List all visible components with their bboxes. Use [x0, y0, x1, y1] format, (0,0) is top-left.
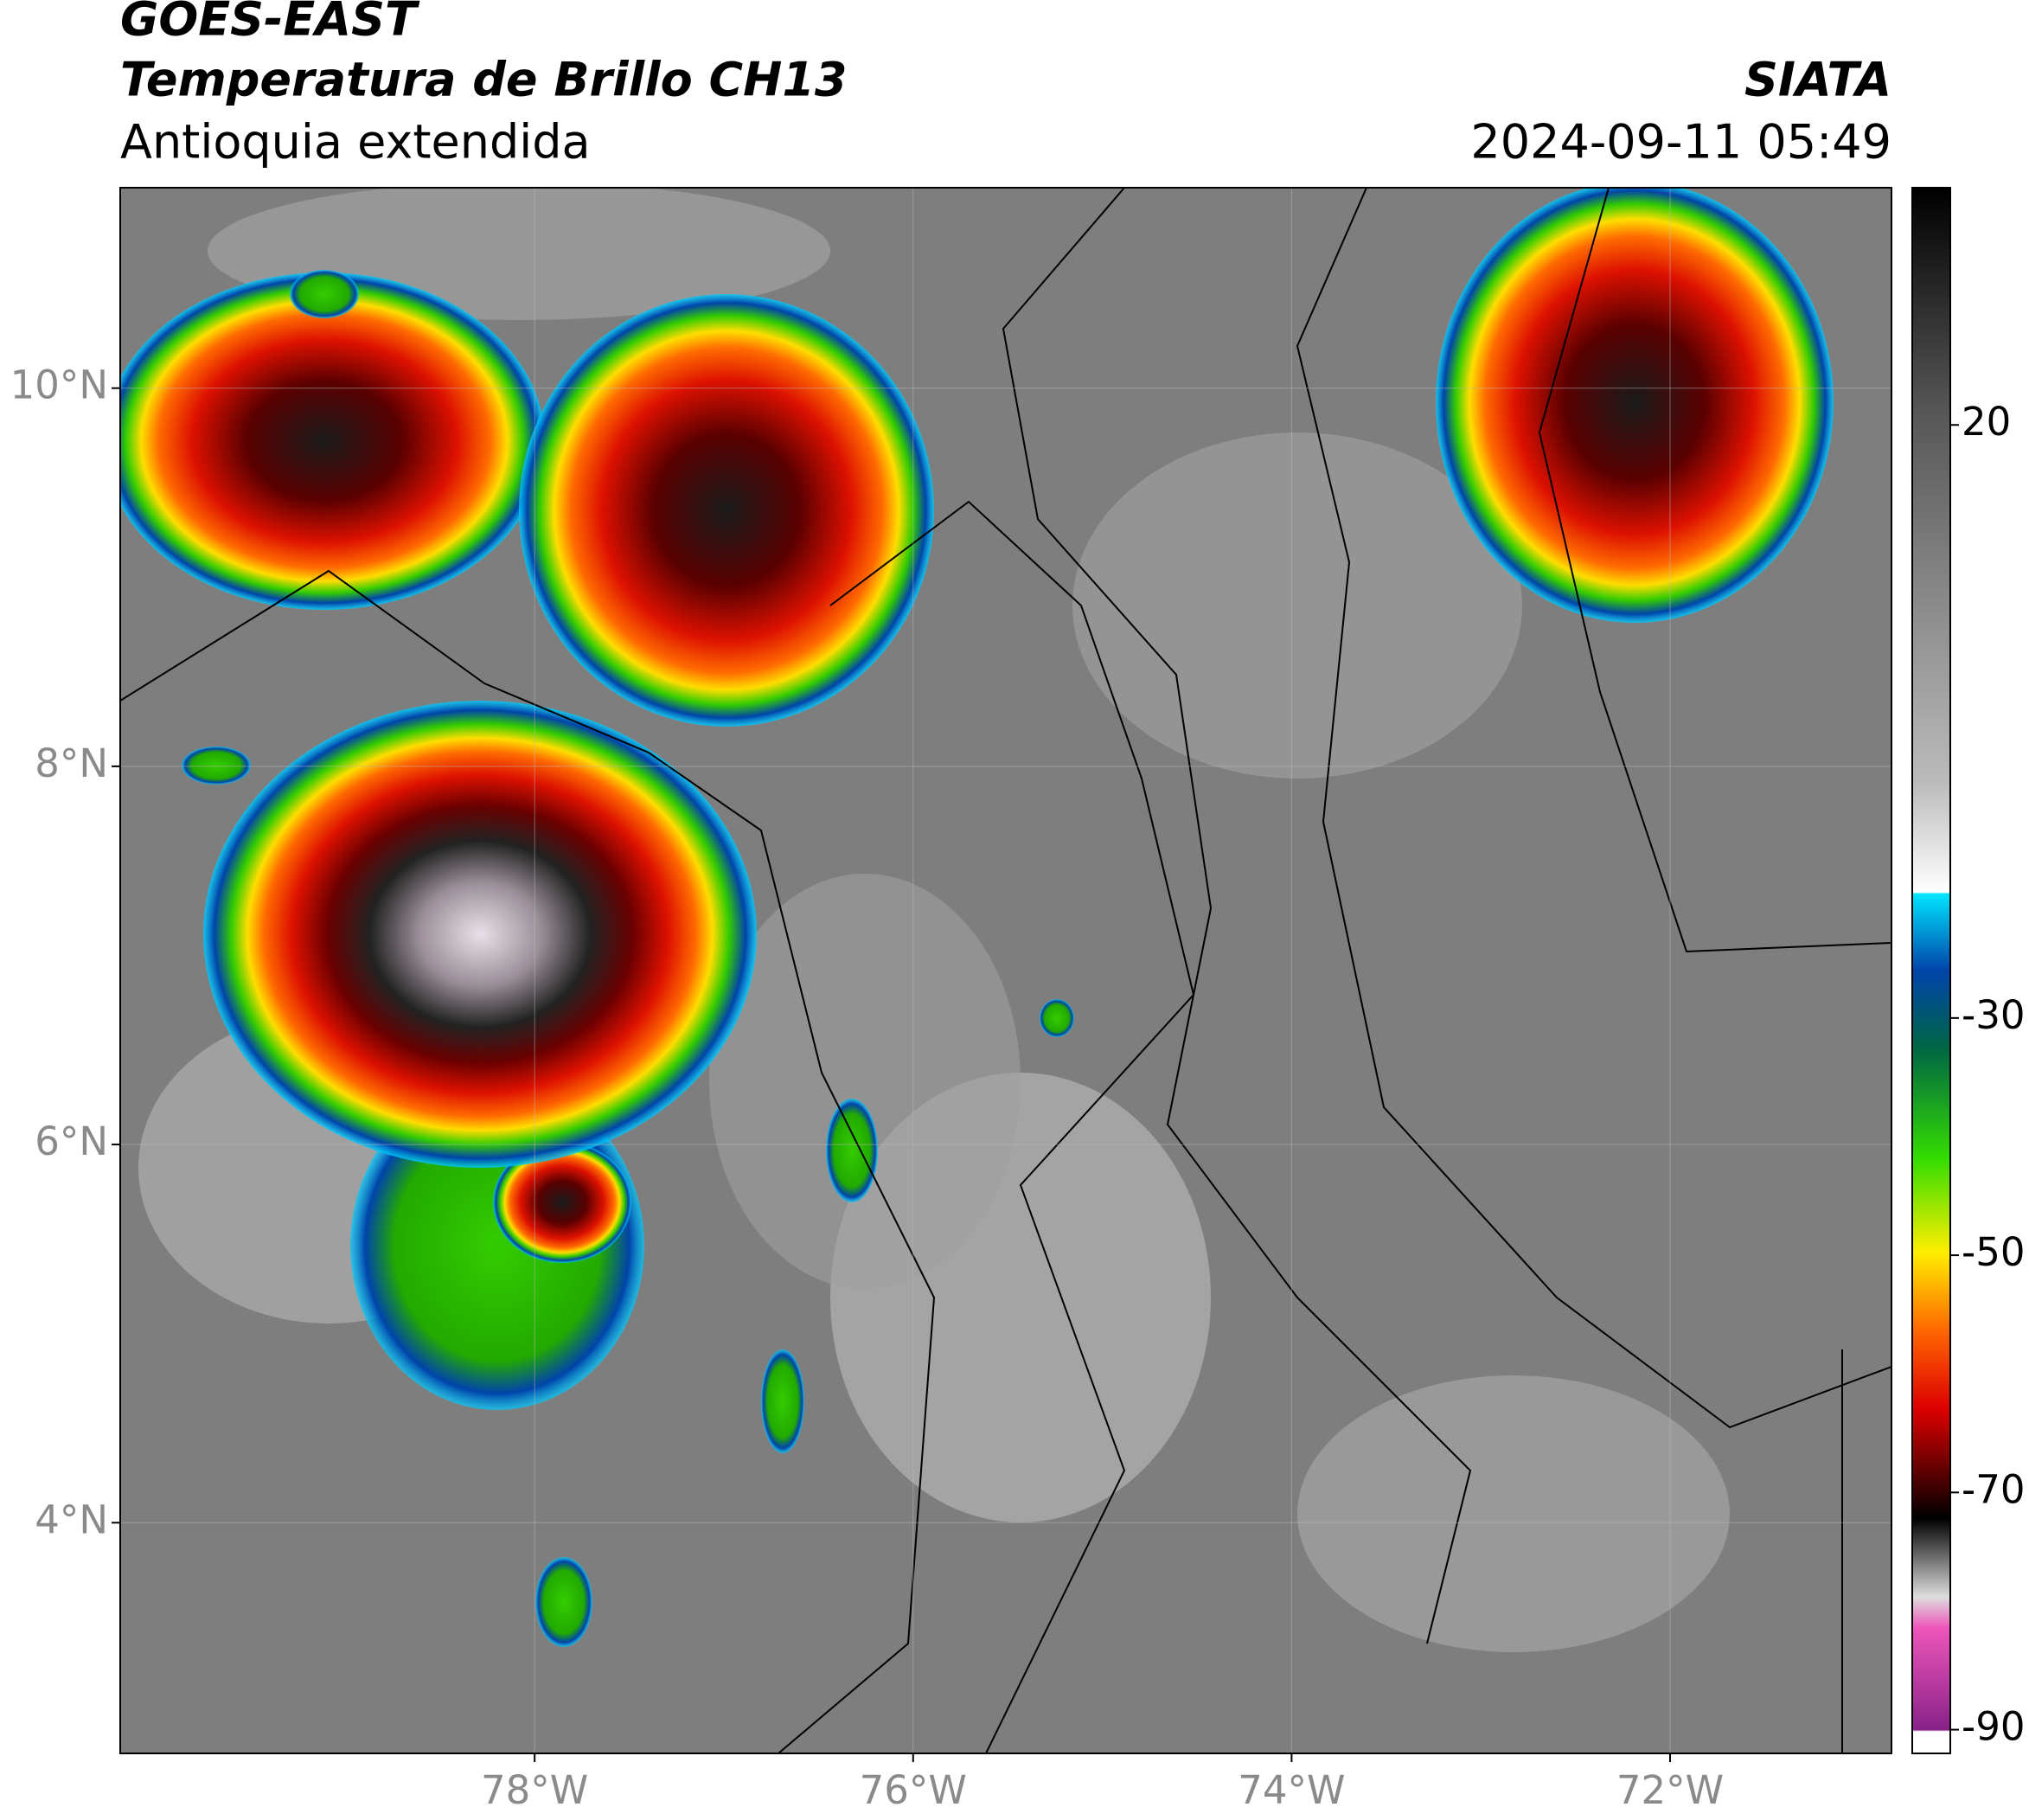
border [1538, 188, 1891, 953]
colorbar-tick-label: -50 [1962, 1229, 2026, 1275]
lon-tick-label: 78°W [481, 1767, 588, 1813]
title: GOES-EAST [120, 0, 420, 47]
lat-tick-label: 10°N [10, 362, 108, 408]
lon-tick-label: 72°W [1616, 1767, 1724, 1813]
colorbar [1911, 187, 1951, 1754]
cloud-cell [182, 747, 251, 785]
colorbar-tick-label: -90 [1962, 1704, 2026, 1750]
border [120, 569, 936, 1753]
storm [519, 294, 934, 727]
cloud-cell [290, 270, 359, 318]
lat-tick-label: 6°N [35, 1118, 108, 1164]
lon-tick-label: 76°W [860, 1767, 967, 1813]
border [829, 500, 1195, 1753]
border [1002, 188, 1472, 1644]
lat-tick-label: 8°N [35, 740, 108, 786]
storm [1436, 188, 1834, 623]
cloud-cell [761, 1349, 804, 1453]
cloud-cell [1040, 999, 1074, 1037]
storm [120, 272, 545, 610]
storm [493, 1142, 631, 1263]
map-frame [119, 187, 1892, 1754]
colorbar-tick-label: 20 [1962, 399, 2011, 445]
map [120, 188, 1891, 1753]
cloud [709, 874, 1021, 1289]
cloud-cell [826, 1099, 878, 1202]
lon-tick-label: 74°W [1238, 1767, 1345, 1813]
storm [203, 701, 757, 1168]
source: SIATA [1744, 53, 1891, 107]
border [1296, 188, 1891, 1429]
cloud [1297, 1375, 1730, 1652]
cloud-cell [535, 1557, 592, 1647]
datetime: 2024-09-11 05:49 [1470, 115, 1891, 170]
cloud [1072, 433, 1522, 779]
colorbar-tick-label: -30 [1962, 992, 2026, 1038]
subtitle: Temperatura de Brillo CH13 [120, 53, 848, 107]
colorbar-tick-label: -70 [1962, 1466, 2026, 1512]
lat-tick-label: 4°N [35, 1496, 108, 1542]
region: Antioquia extendida [120, 115, 591, 170]
